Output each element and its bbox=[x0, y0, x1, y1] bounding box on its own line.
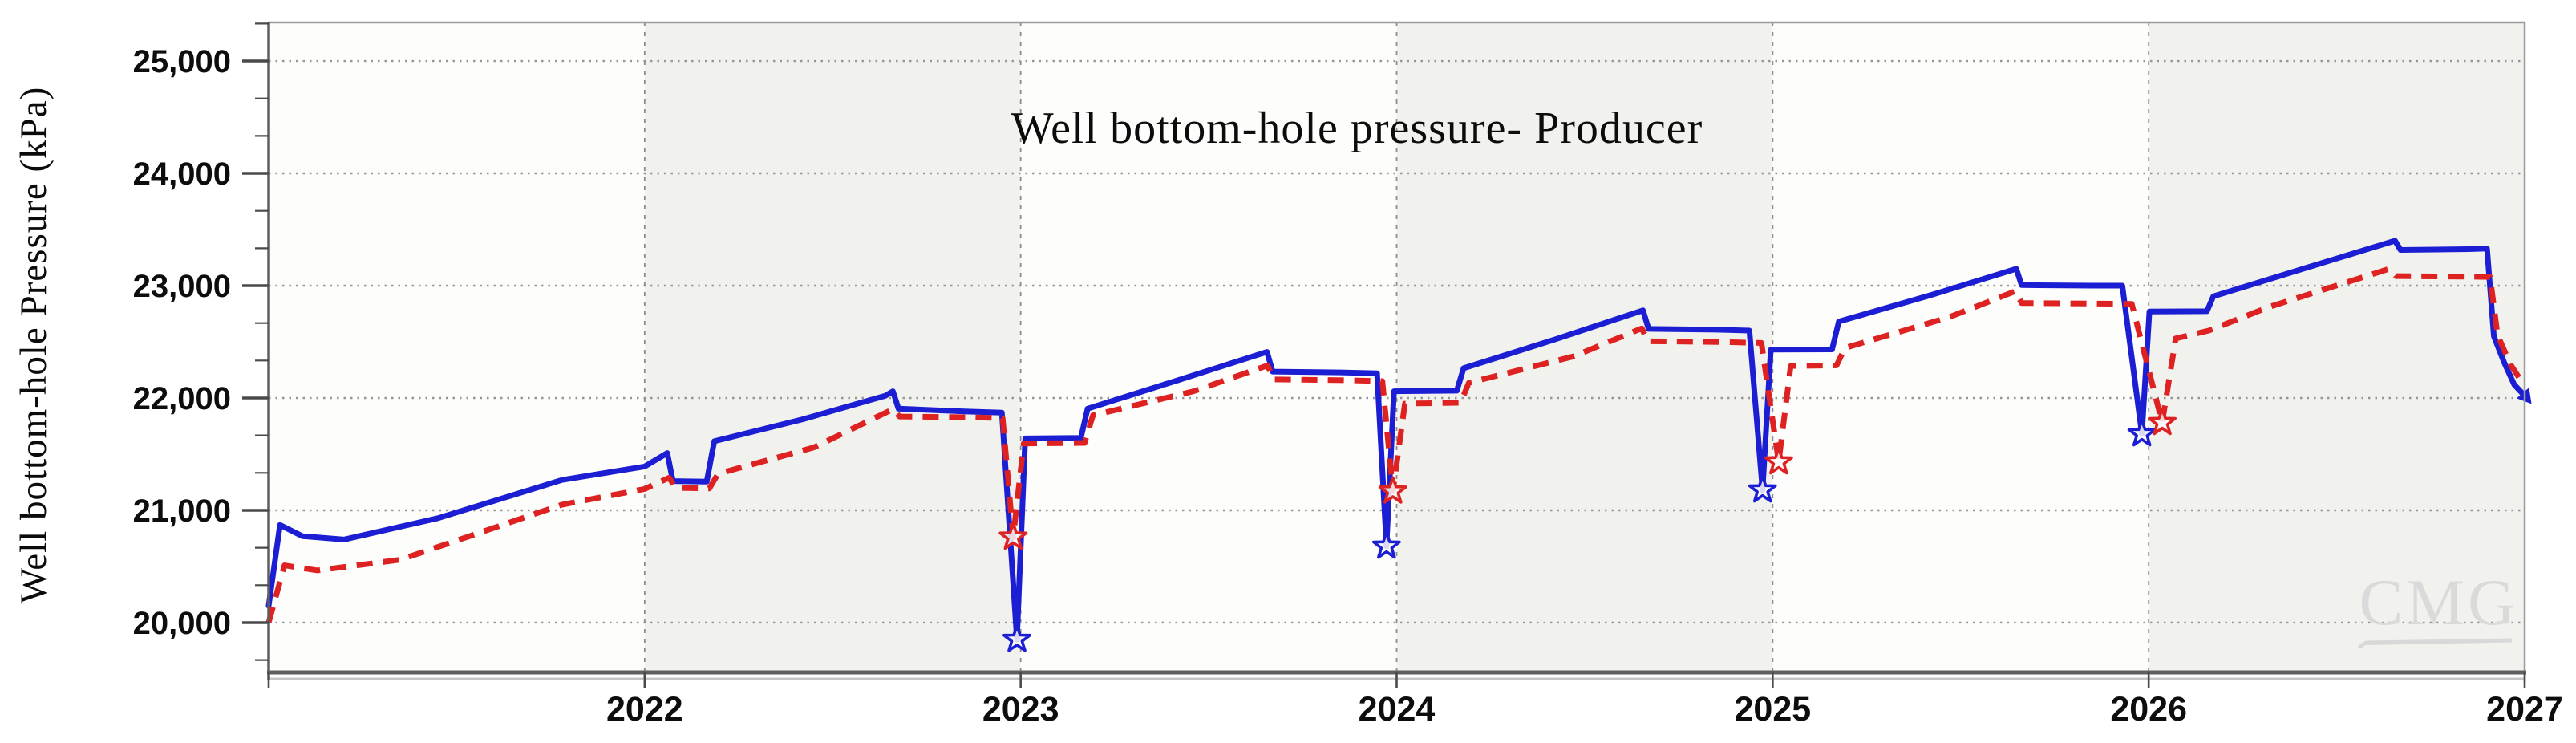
red-dashed-min-star bbox=[1378, 476, 1407, 504]
cmg-watermark-text: CMG bbox=[2359, 566, 2519, 639]
y-tick-label: 20,000 bbox=[133, 606, 231, 641]
x-tick-label: 2022 bbox=[606, 690, 683, 729]
y-tick-label: 25,000 bbox=[133, 44, 231, 79]
plot-band bbox=[644, 22, 1021, 672]
blue-solid-series-line bbox=[265, 238, 2527, 643]
y-axis-title: Well bottom-hole Pressure (kPa) bbox=[13, 86, 55, 604]
y-tick-label: 21,000 bbox=[133, 493, 231, 529]
red-dashed-min-star bbox=[2148, 408, 2177, 436]
cmg-watermark: CMG bbox=[2355, 570, 2523, 652]
x-tick-label: 2026 bbox=[2110, 690, 2187, 729]
blue-solid-min-star bbox=[1002, 624, 1031, 652]
plot-band bbox=[1396, 22, 1773, 672]
x-tick-label: 2024 bbox=[1359, 690, 1436, 729]
y-tick-label: 23,000 bbox=[133, 269, 231, 304]
y-tick-label: 24,000 bbox=[133, 156, 231, 192]
x-tick-label: 2025 bbox=[1734, 690, 1811, 729]
red-dashed-min-star bbox=[1764, 447, 1793, 475]
blue-solid-min-star bbox=[1748, 475, 1777, 503]
y-tick-label: 22,000 bbox=[133, 381, 231, 416]
x-tick-label: 2023 bbox=[982, 690, 1059, 729]
plot-band bbox=[2149, 22, 2525, 672]
blue-solid-min-star bbox=[1371, 531, 1401, 559]
x-tick-label: 2027 bbox=[2486, 690, 2563, 729]
blue-solid-min-star bbox=[2127, 419, 2157, 447]
red-dashed-min-star bbox=[998, 522, 1028, 550]
cmg-watermark-underline bbox=[2358, 638, 2512, 649]
chart-title: Well bottom-hole pressure- Producer bbox=[1011, 104, 1703, 153]
red-dashed-series-line bbox=[265, 266, 2526, 623]
